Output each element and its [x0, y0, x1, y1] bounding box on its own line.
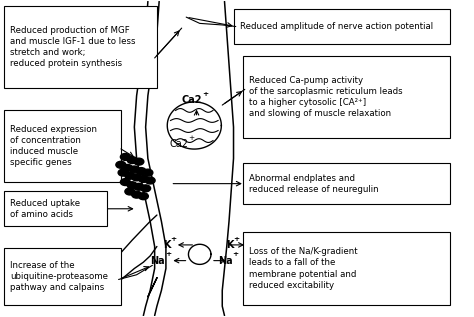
Text: Na: Na — [150, 256, 165, 266]
Text: Reduced expression
of concentration
induced muscle
specific genes: Reduced expression of concentration indu… — [10, 125, 97, 167]
FancyBboxPatch shape — [4, 248, 121, 305]
Circle shape — [116, 161, 126, 168]
Circle shape — [145, 177, 155, 184]
Circle shape — [120, 153, 130, 160]
Text: Ca2: Ca2 — [182, 95, 202, 105]
Text: +: + — [202, 91, 208, 97]
FancyBboxPatch shape — [4, 6, 157, 88]
Text: K: K — [163, 240, 171, 250]
Circle shape — [125, 172, 135, 179]
Circle shape — [138, 176, 148, 182]
Text: Ca2: Ca2 — [169, 139, 189, 149]
Circle shape — [141, 185, 151, 192]
Circle shape — [134, 158, 144, 165]
Circle shape — [136, 168, 146, 175]
FancyBboxPatch shape — [243, 163, 450, 204]
Circle shape — [125, 188, 135, 195]
FancyBboxPatch shape — [234, 9, 450, 44]
Text: Reduced uptake
of amino acids: Reduced uptake of amino acids — [10, 199, 81, 219]
FancyBboxPatch shape — [243, 232, 450, 305]
Circle shape — [123, 165, 133, 171]
Text: +: + — [189, 135, 194, 141]
Text: K: K — [226, 240, 234, 250]
Text: +: + — [234, 236, 240, 242]
Circle shape — [138, 193, 148, 200]
Text: Reduced Ca-pump activity
of the sarcoplasmic reticulum leads
to a higher cytosol: Reduced Ca-pump activity of the sarcopla… — [249, 76, 403, 118]
Circle shape — [127, 182, 137, 189]
Text: +: + — [233, 251, 239, 257]
Circle shape — [129, 166, 139, 173]
FancyBboxPatch shape — [4, 191, 107, 226]
Circle shape — [120, 178, 130, 185]
Text: Reduced amplitude of nerve action potential: Reduced amplitude of nerve action potent… — [240, 22, 433, 31]
Circle shape — [132, 191, 142, 198]
Text: +: + — [165, 251, 171, 257]
Text: Loss of the Na/K-gradient
leads to a fall of the
membrane potential and
reduced : Loss of the Na/K-gradient leads to a fal… — [249, 247, 358, 290]
Circle shape — [143, 169, 153, 176]
Text: Reduced production of MGF
and muscle IGF-1 due to less
stretch and work;
reduced: Reduced production of MGF and muscle IGF… — [10, 26, 136, 68]
Text: Abnormal endplates and
reduced release of neuregulin: Abnormal endplates and reduced release o… — [249, 174, 379, 194]
Circle shape — [134, 183, 144, 190]
FancyBboxPatch shape — [4, 110, 121, 182]
Circle shape — [118, 169, 128, 176]
FancyBboxPatch shape — [243, 56, 450, 138]
Text: +: + — [171, 236, 176, 242]
Text: Na: Na — [218, 256, 233, 266]
Circle shape — [132, 174, 142, 181]
Text: Increase of the
ubiquitine-proteasome
pathway and calpains: Increase of the ubiquitine-proteasome pa… — [10, 261, 109, 292]
Circle shape — [127, 157, 137, 164]
